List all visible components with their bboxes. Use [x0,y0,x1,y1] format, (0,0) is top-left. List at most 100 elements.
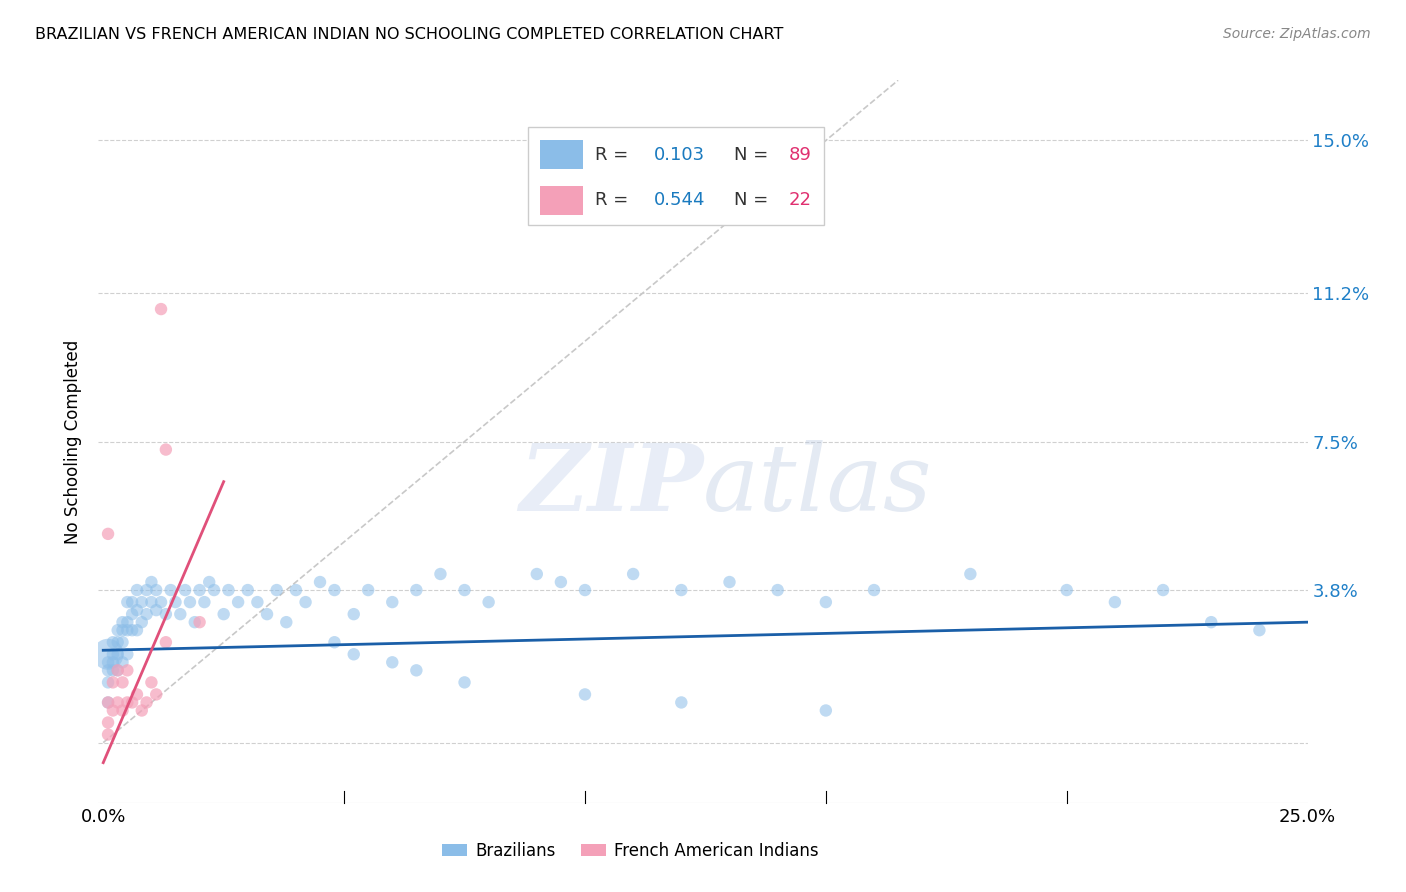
Point [107,664,129,678]
Text: 22: 22 [789,192,811,210]
Point [193,595,215,609]
Point [155,607,177,622]
Point [169,607,191,622]
Point [1199,615,1222,630]
Point [97,715,120,730]
Point [1104,595,1126,609]
Point [198,574,221,589]
FancyBboxPatch shape [527,128,824,225]
Point [131,595,153,609]
Point [125,623,148,637]
Point [135,583,157,598]
Point [814,595,837,609]
Point [101,648,124,662]
Point [117,615,139,630]
Point [101,675,124,690]
Point [405,664,427,678]
Text: BRAZILIAN VS FRENCH AMERICAN INDIAN NO SCHOOLING COMPLETED CORRELATION CHART: BRAZILIAN VS FRENCH AMERICAN INDIAN NO S… [35,27,783,42]
Point [323,583,346,598]
Point [111,703,134,717]
Point [150,301,173,317]
Point [121,696,143,710]
Point [246,595,269,609]
Point [226,595,249,609]
Point [155,442,177,457]
Point [97,526,120,541]
Point [135,696,157,710]
Point [218,583,240,598]
Point [343,607,366,622]
Point [309,574,332,589]
Point [959,567,981,582]
Point [125,603,148,617]
Point [101,664,124,678]
Point [188,615,211,630]
Point [125,687,148,701]
Point [165,595,187,609]
Point [718,574,741,589]
Point [381,655,404,669]
Point [766,583,789,598]
Point [111,675,134,690]
Point [155,635,177,649]
Point [131,703,153,717]
Point [97,664,120,678]
Point [863,583,886,598]
Point [107,623,129,637]
Y-axis label: No Schooling Completed: No Schooling Completed [65,340,83,543]
Point [814,703,837,717]
Point [574,687,596,701]
Point [121,623,143,637]
Point [284,583,307,598]
Point [1056,583,1078,598]
Point [453,583,475,598]
Point [574,583,596,598]
Point [276,615,298,630]
Point [145,687,167,701]
Point [101,703,124,717]
Point [145,583,167,598]
Point [212,607,235,622]
Point [381,595,404,609]
Point [621,567,644,582]
Point [526,567,548,582]
Point [141,595,163,609]
Point [117,664,139,678]
Text: R =: R = [595,145,634,163]
Point [323,635,346,649]
Point [236,583,259,598]
Point [97,696,120,710]
Point [188,583,211,598]
FancyBboxPatch shape [540,140,583,169]
Point [107,648,129,662]
Point [131,615,153,630]
Point [405,583,427,598]
Text: N =: N = [734,145,775,163]
Text: ZIP: ZIP [519,440,703,530]
Legend: Brazilians, French American Indians: Brazilians, French American Indians [436,836,825,867]
Point [111,615,134,630]
Point [107,635,129,649]
Point [111,635,134,649]
Text: 89: 89 [789,145,811,163]
Point [125,583,148,598]
Point [478,595,501,609]
Point [97,728,120,742]
Point [141,675,163,690]
Point [266,583,288,598]
Point [101,655,124,669]
Text: 0.544: 0.544 [654,192,704,210]
Point [429,567,451,582]
Point [357,583,380,598]
Point [101,635,124,649]
Point [97,696,120,710]
Point [107,696,129,710]
Point [256,607,278,622]
Point [121,595,143,609]
Point [111,623,134,637]
Point [1249,623,1271,637]
Point [159,583,181,598]
Point [343,648,366,662]
Point [97,655,120,669]
Point [117,623,139,637]
